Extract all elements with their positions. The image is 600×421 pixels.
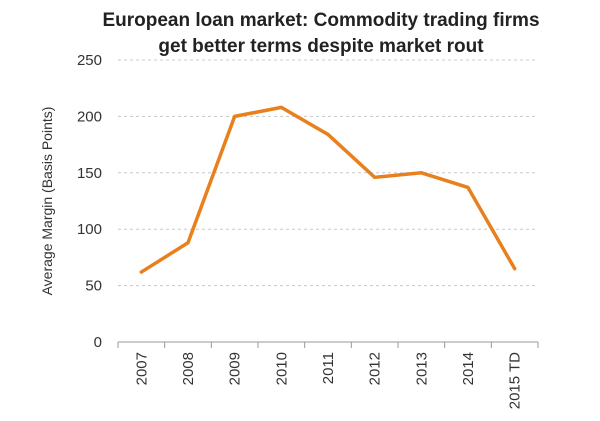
y-axis-title: Average Margin (Basis Points) (39, 107, 55, 296)
series-line (139, 105, 517, 274)
data-point (513, 267, 517, 271)
x-tick-label: 2007 (133, 352, 150, 385)
y-tick-label: 100 (77, 221, 102, 238)
x-tick-label: 2010 (273, 352, 290, 385)
x-tick-label: 2015 TD (507, 352, 524, 409)
y-tick-label: 0 (94, 334, 102, 351)
x-axis-tick-labels: 2007 2008 2009 2010 2011 2012 2013 2014 2015 TD (117, 342, 539, 409)
y-tick-label: 200 (77, 108, 102, 125)
data-point (186, 241, 190, 245)
data-point (373, 175, 377, 179)
y-tick-label: 250 (77, 52, 102, 69)
series-layer (139, 105, 517, 274)
x-tick-label: 2011 (320, 352, 337, 384)
x-tick-label: 2013 (413, 352, 430, 385)
data-point (279, 105, 283, 109)
x-tick-label: 2009 (227, 352, 244, 385)
y-axis-tick-labels: 0 50 100 150 200 250 (77, 52, 102, 351)
data-point (233, 114, 237, 118)
chart-title-line-1: European loan market: Commodity trading … (102, 10, 539, 31)
x-tick-label: 2008 (180, 352, 197, 385)
grid-lines (118, 59, 538, 287)
chart-title-line-2: get better terms despite market rout (158, 36, 484, 57)
data-point (419, 171, 423, 175)
x-tick-label: 2014 (460, 352, 477, 385)
x-tick-label: 2012 (367, 352, 384, 385)
data-point (466, 185, 470, 189)
y-tick-label: 150 (77, 165, 102, 182)
data-point (326, 132, 330, 136)
data-point (139, 270, 143, 274)
y-tick-label: 50 (85, 278, 102, 295)
